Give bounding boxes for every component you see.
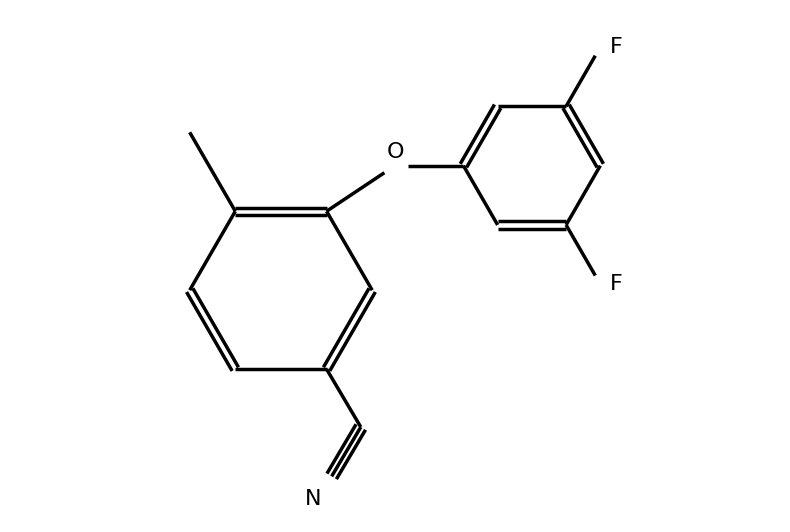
Text: N: N [305, 489, 321, 509]
Text: O: O [386, 142, 404, 162]
Text: F: F [610, 37, 623, 57]
Text: F: F [610, 275, 623, 294]
